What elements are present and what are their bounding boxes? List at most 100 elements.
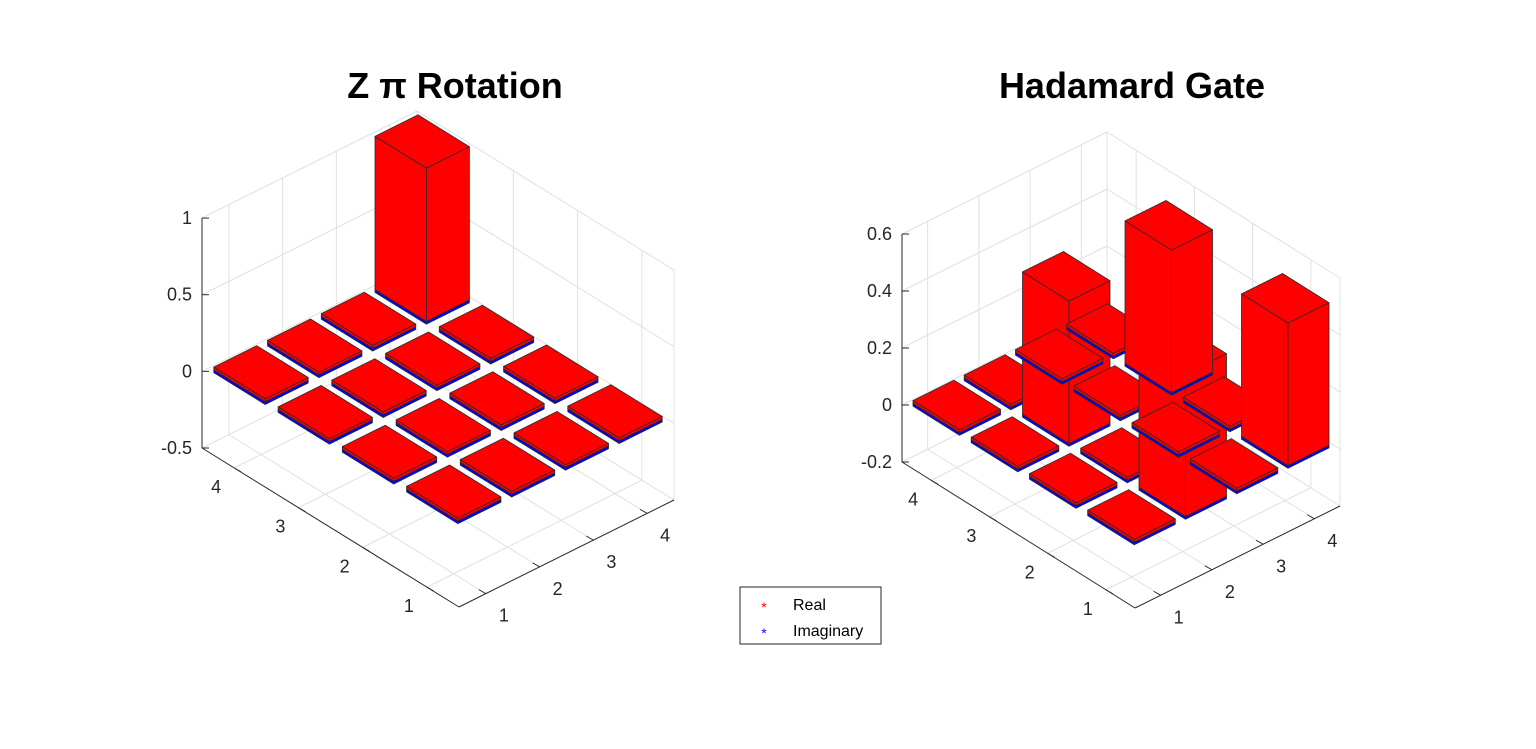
legend-marker-real: * (761, 599, 767, 615)
chart-title: Z π Rotation (347, 65, 563, 106)
bar-face-top (331, 358, 427, 413)
bar-face-top (1015, 328, 1104, 380)
bar-real-r3-c4 (1124, 200, 1213, 394)
col-tick-label: 1 (1174, 607, 1184, 627)
bar-real-r3-c1 (970, 416, 1060, 470)
bar-face-top (513, 411, 609, 466)
wall-grid-line (901, 131, 1108, 235)
col-tick (478, 589, 487, 595)
col-tick-label: 4 (660, 525, 670, 545)
bar-real-r1-c2 (459, 437, 556, 495)
floor-grid-line (228, 434, 487, 595)
z-tick-label: 0.5 (167, 285, 192, 305)
x-axis-line (201, 447, 460, 608)
bar-real-r1-c1 (1087, 489, 1176, 543)
bar-real-r3-c1 (277, 385, 373, 442)
chart-z-pi-rotation: Z π Rotation -0.5 0 0.5 1 1 2 3 4 1 2 3 4 (161, 65, 675, 626)
bar-face-top (912, 379, 1001, 431)
wall-grid-line (901, 188, 1108, 292)
bar-real-r1-c4 (1241, 273, 1330, 467)
legend-entry-imaginary: * Imaginary (761, 623, 863, 641)
row-tick-label: 2 (1025, 562, 1035, 582)
z-tick-label: 0 (882, 395, 892, 415)
bar-real-r1-c3 (1189, 438, 1279, 492)
wall-grid-line (1106, 131, 1341, 279)
axes: -0.5 0 0.5 1 1 2 3 4 1 2 3 4 (161, 208, 675, 626)
bar-face-top (1241, 273, 1330, 324)
bar-face-side (1124, 220, 1172, 394)
bar-real-r2-c3 (449, 371, 545, 429)
floor-grid-line (426, 479, 643, 588)
bar-face-top (438, 304, 535, 359)
bar-face-top (1131, 401, 1220, 453)
z-tick-label: -0.2 (861, 452, 892, 472)
col-tick (1153, 590, 1161, 596)
bar-face-front (1171, 229, 1213, 394)
bars (213, 114, 663, 525)
chart-hadamard-gate: Hadamard Gate -0.2 0 0.2 0.4 0.6 1 2 3 4 1 2 3 4 (861, 65, 1341, 627)
col-tick-label: 1 (499, 606, 509, 626)
z-tick-label: 0.6 (867, 224, 892, 244)
row-tick (1047, 552, 1055, 558)
row-tick-label: 4 (908, 489, 918, 509)
wall-grid-line (201, 110, 418, 219)
row-tick (298, 507, 306, 513)
bar-face-top (213, 345, 309, 400)
bar-face-top (341, 424, 438, 479)
y-axis-line (458, 499, 675, 608)
x-axis-line (901, 461, 1136, 609)
bar-face-top (1087, 489, 1176, 540)
bar-face-top (567, 384, 663, 439)
row-tick (1105, 589, 1114, 595)
bar-real-r2-c4 (503, 344, 599, 402)
z-tick-label: 0 (182, 361, 192, 381)
bar-face-top (970, 416, 1060, 467)
legend-label-imaginary: Imaginary (793, 623, 863, 640)
z-tick-label: 0.4 (867, 281, 892, 301)
bar-face-top (277, 385, 373, 440)
row-tick (989, 516, 997, 522)
row-tick-label: 2 (340, 556, 350, 576)
z-tick-label: 0.2 (867, 338, 892, 358)
wall-grid-line (416, 110, 675, 271)
col-tick (639, 508, 648, 514)
bar-real-r2-c1 (341, 424, 438, 482)
bar-real-r3-c3 (385, 331, 481, 389)
bar-face-front (425, 146, 470, 322)
col-tick-label: 2 (553, 579, 563, 599)
bar-real-r4-c2 (267, 318, 363, 376)
legend-label-real: Real (793, 597, 826, 614)
bar-face-side (374, 135, 427, 322)
bar-face-front (1287, 302, 1330, 467)
bar-face-side (1241, 293, 1289, 467)
col-tick (532, 562, 540, 568)
bar-face-top (374, 114, 470, 169)
legend: * Real * Imaginary (739, 586, 882, 645)
bar-real-r1-c4 (567, 384, 663, 442)
bar-face-top (267, 318, 363, 373)
axes: -0.2 0 0.2 0.4 0.6 1 2 3 4 1 2 3 4 (861, 224, 1341, 627)
row-tick-label: 3 (275, 517, 285, 537)
y-axis-line (1134, 505, 1341, 609)
col-tick-label: 3 (606, 552, 616, 572)
z-tick-label: 1 (182, 208, 192, 228)
row-tick-label: 3 (966, 526, 976, 546)
bar-real-r1-c3 (513, 411, 609, 468)
bar-face-top (503, 344, 599, 399)
bar-face-top (395, 398, 491, 453)
legend-box (739, 586, 882, 645)
bar-face-top (449, 371, 545, 426)
bar-real-r1-c1 (406, 464, 502, 522)
bar-face-top (1124, 200, 1213, 251)
col-tick (1204, 565, 1213, 571)
col-tick (586, 535, 594, 541)
bars (912, 200, 1330, 546)
bar-face-top (320, 291, 417, 346)
z-tick-label: -0.5 (161, 438, 192, 458)
bar-face-top (385, 331, 481, 386)
floor-grid-line (927, 448, 1161, 596)
legend-entry-real: * Real (761, 597, 826, 615)
bar-face-top (1189, 438, 1279, 489)
bar-real-r3-c4 (438, 304, 535, 362)
